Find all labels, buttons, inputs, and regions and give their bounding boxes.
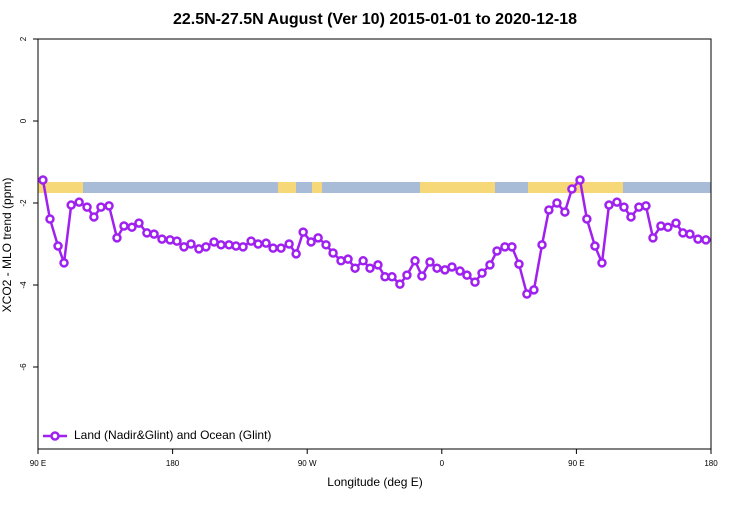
- data-point: [82, 202, 92, 212]
- data-point: [701, 235, 711, 245]
- data-point: [597, 258, 607, 268]
- chart-title: 22.5N-27.5N August (Ver 10) 2015-01-01 t…: [173, 11, 577, 28]
- data-point: [560, 207, 570, 217]
- x-tick-label: 90 E: [30, 459, 46, 468]
- data-point: [343, 254, 353, 264]
- data-point: [142, 228, 152, 238]
- data-point: [582, 214, 592, 224]
- data-point: [485, 260, 495, 270]
- map-strip: [38, 182, 711, 193]
- data-point: [74, 197, 84, 207]
- data-point: [395, 279, 405, 289]
- y-tick-label: 0: [19, 118, 28, 123]
- data-point: [544, 205, 554, 215]
- data-point: [89, 212, 99, 222]
- data-point: [447, 262, 457, 272]
- y-tick-label: -4: [19, 281, 28, 289]
- data-point: [537, 240, 547, 250]
- series-line: [41, 177, 707, 296]
- data-point: [648, 233, 658, 243]
- data-point: [261, 238, 271, 248]
- data-point: [201, 242, 211, 252]
- legend-marker: [50, 431, 60, 441]
- data-point: [172, 236, 182, 246]
- data-point: [626, 212, 636, 222]
- data-point: [410, 256, 420, 266]
- data-point: [619, 202, 629, 212]
- data-point: [59, 258, 69, 268]
- data-point: [350, 263, 360, 273]
- data-point: [693, 234, 703, 244]
- data-point: [365, 263, 375, 273]
- data-point: [425, 257, 435, 267]
- data-point: [462, 270, 472, 280]
- data-point: [663, 222, 673, 232]
- y-tick-label: -6: [19, 363, 28, 371]
- x-tick-label: 180: [166, 459, 180, 468]
- data-point: [455, 266, 465, 276]
- data-point: [157, 234, 167, 244]
- x-tick-label: 180: [704, 459, 718, 468]
- data-point: [432, 263, 442, 273]
- data-point: [575, 175, 585, 185]
- data-point: [402, 270, 412, 280]
- data-point: [328, 248, 338, 258]
- data-point: [253, 239, 263, 249]
- x-tick-label: 0: [440, 459, 445, 468]
- plot-frame: [37, 38, 712, 450]
- data-point: [612, 197, 622, 207]
- y-tick-label: -2: [19, 199, 28, 207]
- data-point: [417, 271, 427, 281]
- data-point: [306, 237, 316, 247]
- data-point: [477, 268, 487, 278]
- data-point: [492, 246, 502, 256]
- data-point: [373, 260, 383, 270]
- data-point: [238, 242, 248, 252]
- data-point: [313, 233, 323, 243]
- data-point: [186, 239, 196, 249]
- data-point: [112, 233, 122, 243]
- data-point: [671, 218, 681, 228]
- data-point: [134, 218, 144, 228]
- data-point: [149, 229, 159, 239]
- data-point: [53, 241, 63, 251]
- data-point: [104, 201, 114, 211]
- data-point: [291, 249, 301, 259]
- data-point: [298, 227, 308, 237]
- data-point: [119, 221, 129, 231]
- data-point: [45, 214, 55, 224]
- data-point: [567, 184, 577, 194]
- data-point: [321, 240, 331, 250]
- data-point: [590, 241, 600, 251]
- data-point: [276, 243, 286, 253]
- data-point: [641, 201, 651, 211]
- data-point: [38, 175, 48, 185]
- data-point: [387, 272, 397, 282]
- data-point: [552, 198, 562, 208]
- data-point: [268, 243, 278, 253]
- legend-label: Land (Nadir&Glint) and Ocean (Glint): [74, 428, 271, 442]
- data-point: [507, 242, 517, 252]
- data-point: [470, 277, 480, 287]
- x-tick-label: 90 W: [298, 459, 317, 468]
- x-axis-label: Longitude (deg E): [327, 475, 422, 489]
- data-point: [514, 259, 524, 269]
- x-tick-label: 90 E: [568, 459, 584, 468]
- data-point: [127, 222, 137, 232]
- data-point: [685, 229, 695, 239]
- y-tick-label: 2: [19, 36, 28, 41]
- data-point: [216, 240, 226, 250]
- data-point: [284, 239, 294, 249]
- data-point: [358, 256, 368, 266]
- data-point: [604, 200, 614, 210]
- data-point: [529, 285, 539, 295]
- data-point: [66, 200, 76, 210]
- y-axis-label: XCO2 - MLO trend (ppm): [0, 178, 14, 313]
- data-point: [522, 289, 532, 299]
- data-point: [96, 202, 106, 212]
